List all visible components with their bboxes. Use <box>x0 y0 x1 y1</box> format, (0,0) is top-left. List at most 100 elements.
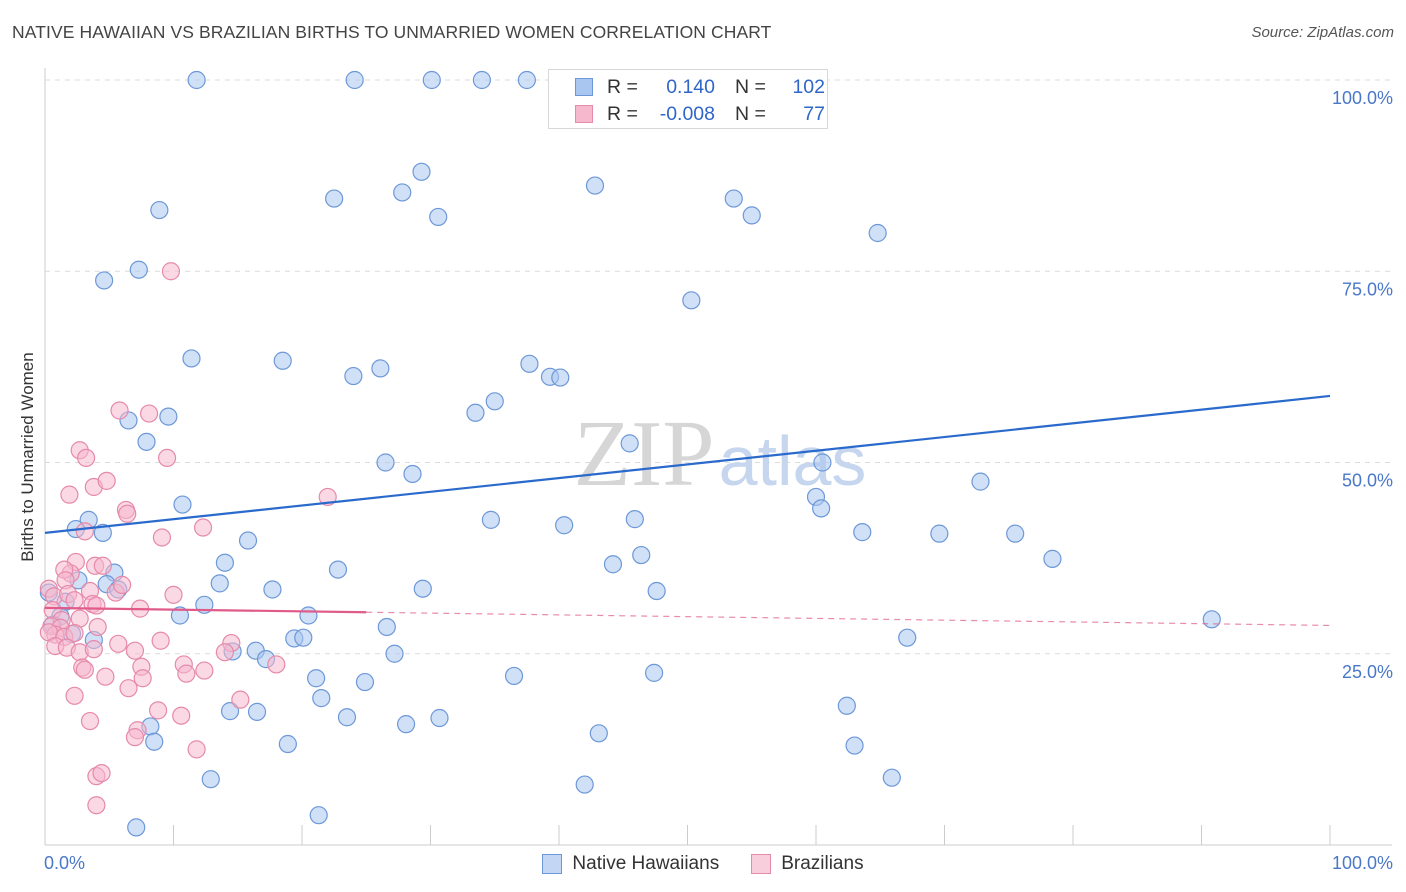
data-point <box>187 70 206 90</box>
data-point <box>481 510 500 529</box>
data-point <box>430 708 449 728</box>
data-point <box>119 679 138 698</box>
y-tick-label: 50.0% <box>1342 471 1393 491</box>
r-value: -0.008 <box>659 102 715 125</box>
data-point <box>520 354 539 373</box>
x-tick-label: 0.0% <box>44 853 85 873</box>
chart-title: NATIVE HAWAIIAN VS BRAZILIAN BIRTHS TO U… <box>12 22 772 42</box>
data-point <box>97 471 116 490</box>
grid-lines <box>45 79 1392 655</box>
series-brazilians <box>39 262 337 815</box>
data-point <box>466 403 485 422</box>
data-point <box>164 585 183 604</box>
legend-label: Native Hawaiians <box>572 853 720 874</box>
data-point <box>60 485 79 504</box>
data-point <box>137 432 156 451</box>
data-point <box>195 661 214 680</box>
series-native-hawaiians <box>39 70 1221 837</box>
data-point <box>853 523 872 542</box>
data-point <box>1043 549 1062 568</box>
data-point <box>682 291 701 310</box>
data-point <box>87 596 106 615</box>
data-point <box>1006 524 1025 543</box>
data-point <box>812 499 831 518</box>
data-point <box>413 579 432 598</box>
data-point <box>813 453 832 472</box>
data-point <box>337 708 357 727</box>
data-point <box>307 669 326 688</box>
data-point <box>504 666 524 686</box>
data-point <box>65 686 84 705</box>
x-tick-label: 100.0% <box>1332 853 1393 873</box>
data-point <box>109 634 128 653</box>
data-point <box>133 669 152 688</box>
data-point <box>551 368 570 387</box>
data-point <box>1202 610 1221 629</box>
data-point <box>170 606 190 625</box>
legend-item-native-hawaiians: Native Hawaiians <box>542 853 719 875</box>
n-label: N = <box>735 75 766 98</box>
data-point <box>485 392 504 411</box>
r-value: 0.140 <box>666 75 715 98</box>
data-point <box>898 628 917 647</box>
trend-line-brazilians <box>44 606 367 614</box>
data-point <box>93 556 112 575</box>
data-point <box>173 495 192 514</box>
correlation-legend: R = 0.140 N = 102 R = -0.008 N = 77 <box>548 69 828 129</box>
data-point <box>110 401 129 420</box>
data-point <box>376 453 395 472</box>
data-point <box>575 775 594 794</box>
data-point <box>139 404 159 423</box>
y-tick-label: 75.0% <box>1342 279 1393 299</box>
data-point <box>422 70 441 90</box>
y-tick-label: 25.0% <box>1342 662 1393 682</box>
legend-row-native-hawaiians: R = 0.140 N = 102 <box>549 73 825 101</box>
data-point <box>325 189 344 208</box>
data-point <box>148 701 168 720</box>
data-point <box>930 524 949 543</box>
data-point <box>157 448 177 468</box>
data-point <box>177 664 196 683</box>
data-point <box>625 510 644 529</box>
data-point <box>377 617 396 637</box>
data-point <box>151 631 170 650</box>
data-point <box>75 522 94 541</box>
data-point <box>96 667 115 686</box>
data-point <box>412 162 431 181</box>
data-point <box>112 575 132 595</box>
data-point <box>129 260 148 279</box>
r-label: R = <box>607 75 638 98</box>
data-point <box>267 655 286 674</box>
tick-labels: 25.0% 50.0% 75.0% 100.0% 0.0% 100.0% Births to… <box>18 88 1393 873</box>
legend-item-brazilians: Brazilians <box>751 853 864 875</box>
trend-lines <box>44 394 1331 627</box>
data-point <box>215 643 234 662</box>
data-point <box>88 617 107 637</box>
data-point <box>215 553 234 572</box>
data-point <box>77 448 96 468</box>
y-tick-label: 100.0% <box>1332 88 1393 108</box>
source-label: Source: ZipAtlas.com <box>1251 24 1394 41</box>
data-point <box>210 574 229 593</box>
data-point <box>371 359 390 378</box>
data-point <box>159 407 178 426</box>
r-label: R = <box>607 102 638 125</box>
n-label: N = <box>735 102 766 125</box>
data-point <box>845 736 864 755</box>
data-point <box>93 523 112 542</box>
data-point <box>247 702 267 721</box>
data-point <box>647 581 666 601</box>
data-point <box>172 706 191 725</box>
data-point <box>837 696 856 715</box>
data-point <box>75 660 94 679</box>
legend-row-brazilians: R = -0.008 N = 77 <box>549 100 825 128</box>
data-point <box>603 555 623 574</box>
data-point <box>724 189 743 208</box>
data-point <box>84 640 103 659</box>
data-point <box>92 763 111 783</box>
data-point <box>294 628 313 647</box>
data-point <box>644 663 664 682</box>
data-point <box>220 702 240 721</box>
data-point <box>118 504 137 523</box>
